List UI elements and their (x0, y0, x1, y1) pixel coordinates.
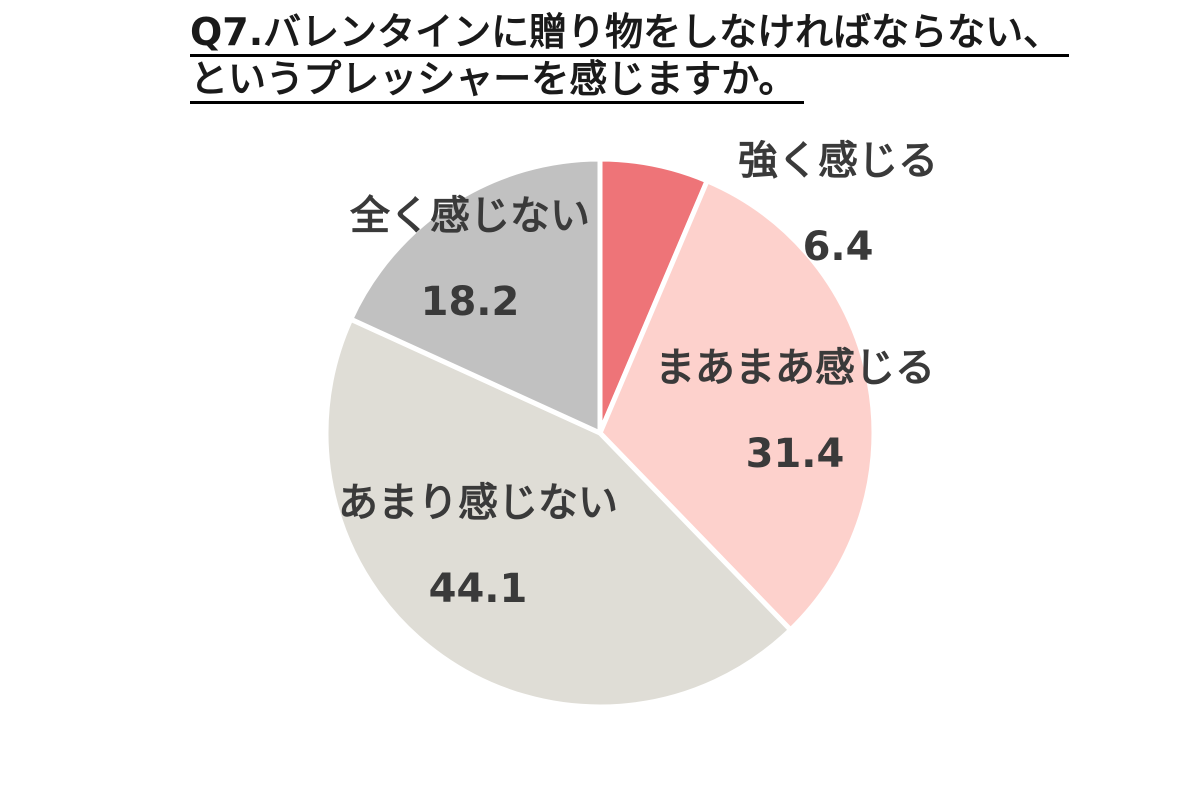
pie-slice-4 (348, 156, 603, 436)
pie-labels: 強く感じる 6.4 まあまあ感じる 31.4 あまり感じない 44.1 全く感じない 18.2 (338, 138, 938, 612)
slice-label-4: 全く感じない (349, 193, 590, 239)
slice-label-1: 強く感じる (738, 138, 938, 184)
slice-label-2: まあまあ感じる (655, 345, 935, 391)
slice-label-3: あまり感じない (338, 480, 618, 526)
slice-value-3: 44.1 (429, 566, 528, 612)
pie-slice-3 (323, 316, 794, 710)
slice-value-1: 6.4 (803, 224, 874, 270)
slice-value-4: 18.2 (421, 279, 520, 325)
slice-value-2: 31.4 (746, 431, 845, 477)
chart-title-line-1: Q7.バレンタインに贈り物をしなければならない、 (190, 10, 1070, 57)
chart-title: Q7.バレンタインに贈り物をしなければならない、 というプレッシャーを感じますか… (190, 10, 1150, 104)
pie-slice-2 (597, 178, 877, 633)
chart-title-line-2: というプレッシャーを感じますか。 (190, 57, 805, 104)
pie-slices (323, 156, 877, 710)
